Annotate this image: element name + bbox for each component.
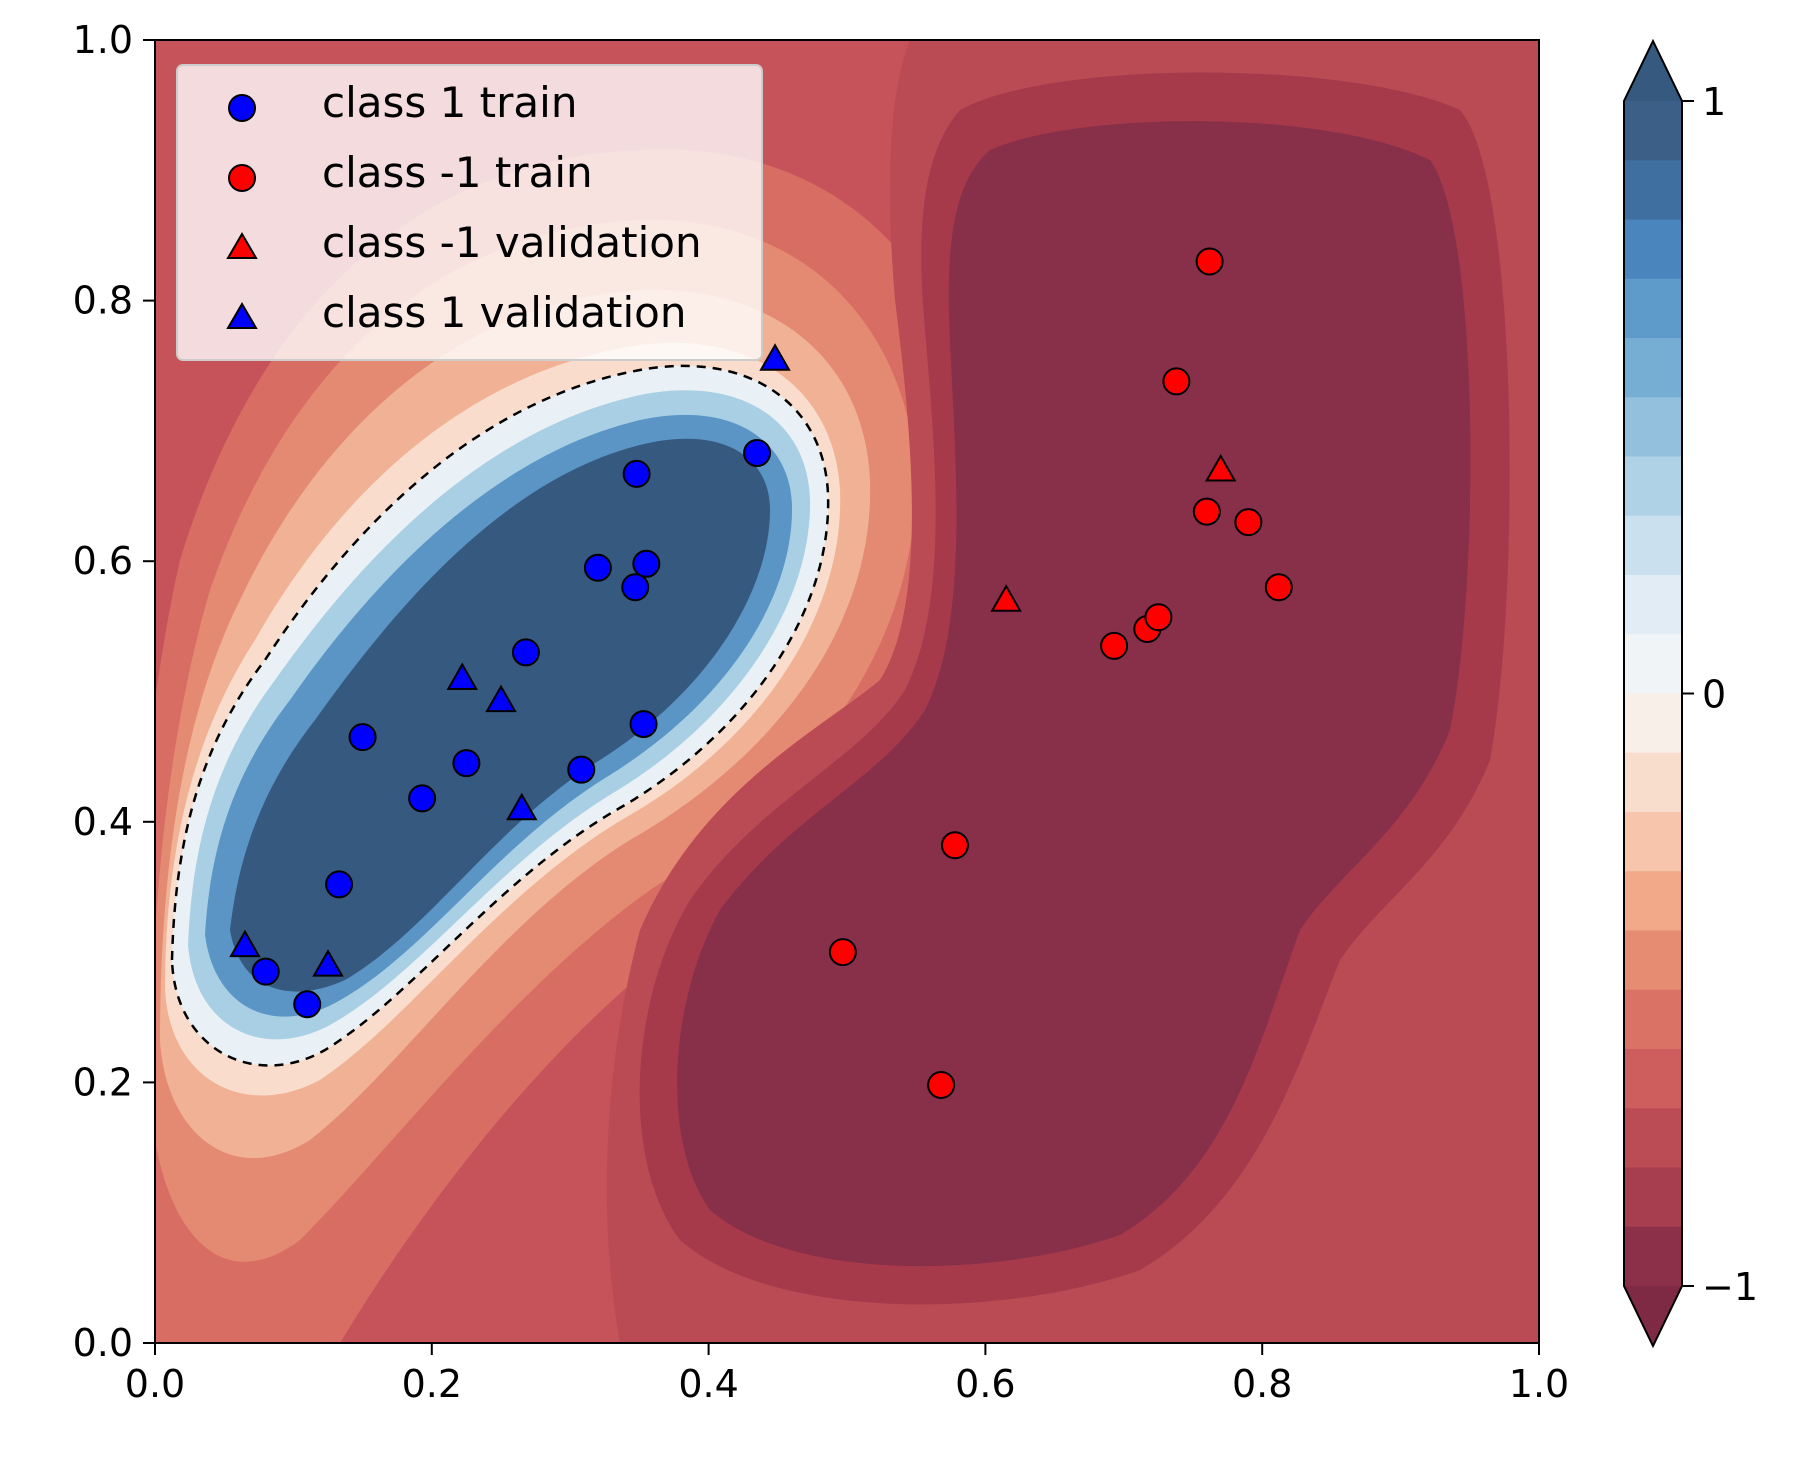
legend-label-class-neg1-train: class -1 train bbox=[322, 148, 593, 197]
legend-entry-class-neg1-validation: class -1 validation bbox=[226, 218, 702, 267]
data-point bbox=[567, 755, 596, 784]
data-point bbox=[743, 439, 772, 468]
colorbar-band bbox=[1624, 930, 1682, 991]
data-point bbox=[1144, 603, 1173, 632]
colorbar-band bbox=[1624, 456, 1682, 517]
colorbar-extend-top bbox=[1624, 41, 1682, 101]
colorbar-extend-bottom bbox=[1624, 1286, 1682, 1346]
legend-entry-class-1-validation: class 1 validation bbox=[226, 288, 686, 337]
colorbar: 1 0 −1 bbox=[1623, 38, 1758, 1349]
data-point bbox=[621, 573, 650, 602]
data-point bbox=[632, 549, 661, 578]
colorbar-band bbox=[1624, 338, 1682, 398]
data-point bbox=[1100, 631, 1129, 660]
data-point bbox=[251, 957, 280, 986]
colorbar-band bbox=[1624, 812, 1682, 872]
colorbar-band bbox=[1624, 278, 1682, 339]
data-point bbox=[1192, 497, 1221, 526]
colorbar-tick-label: −1 bbox=[1702, 1265, 1758, 1309]
y-axis: 0.0 0.2 0.4 0.6 0.8 1.0 bbox=[73, 18, 155, 1365]
points-layer bbox=[229, 247, 1293, 1100]
decision-boundary bbox=[170, 364, 830, 1067]
data-point bbox=[990, 584, 1022, 612]
data-point bbox=[452, 749, 481, 778]
legend-label-class-1-train: class 1 train bbox=[322, 78, 577, 127]
data-point bbox=[1264, 573, 1293, 602]
data-point bbox=[348, 723, 377, 752]
colorbar-tick-label: 0 bbox=[1702, 673, 1726, 717]
colorbar-band bbox=[1624, 693, 1682, 754]
data-point bbox=[1162, 367, 1191, 396]
legend-entry-class-1-train: class 1 train bbox=[228, 78, 577, 127]
legend-marker-class-neg1-validation bbox=[226, 232, 258, 259]
data-point bbox=[511, 638, 540, 667]
legend-label-class-1-validation: class 1 validation bbox=[322, 288, 686, 337]
legend: class 1 train class -1 train class -1 va… bbox=[176, 64, 763, 361]
data-point bbox=[759, 343, 791, 371]
data-point bbox=[312, 949, 344, 977]
colorbar-band bbox=[1624, 634, 1682, 695]
colorbar-band bbox=[1624, 1049, 1682, 1109]
y-tick-label: 0.8 bbox=[73, 279, 133, 323]
y-tick-label: 1.0 bbox=[73, 18, 133, 62]
data-point bbox=[1234, 508, 1263, 537]
colorbar-band bbox=[1624, 1108, 1682, 1169]
plot-frame bbox=[154, 39, 1540, 1344]
colorbar-band bbox=[1624, 219, 1682, 280]
data-point bbox=[1195, 247, 1224, 276]
y-tick-label: 0.4 bbox=[73, 800, 133, 844]
legend-entry-class-neg1-train: class -1 train bbox=[228, 148, 593, 197]
colorbar-band bbox=[1624, 871, 1682, 932]
data-point bbox=[927, 1071, 956, 1100]
data-point bbox=[629, 710, 658, 739]
legend-box bbox=[176, 64, 763, 361]
data-point bbox=[940, 831, 969, 860]
data-point bbox=[622, 459, 651, 488]
colorbar-band bbox=[1624, 575, 1682, 635]
data-point bbox=[325, 870, 354, 899]
colorbar-band bbox=[1624, 1167, 1682, 1228]
legend-marker-class-1-validation bbox=[226, 302, 258, 329]
y-tick-label: 0.6 bbox=[73, 539, 133, 583]
data-point bbox=[828, 938, 857, 967]
red-region-contours bbox=[606, 40, 1539, 1343]
colorbar-band bbox=[1624, 101, 1682, 161]
data-point bbox=[293, 990, 322, 1019]
x-axis: 0.0 0.2 0.4 0.6 0.8 1.0 bbox=[125, 1343, 1569, 1406]
x-tick-label: 0.8 bbox=[1232, 1362, 1292, 1406]
data-point bbox=[229, 929, 261, 958]
data-point bbox=[485, 684, 517, 713]
contour-band bbox=[677, 121, 1471, 1267]
legend-marker-class-1-train bbox=[228, 94, 256, 122]
legend-label-class-neg1-validation: class -1 validation bbox=[322, 218, 702, 267]
x-tick-label: 0.0 bbox=[125, 1362, 185, 1406]
data-point bbox=[408, 784, 437, 813]
legend-marker-class-neg1-train bbox=[228, 164, 256, 192]
data-point bbox=[506, 792, 538, 821]
x-tick-label: 0.6 bbox=[955, 1362, 1015, 1406]
colorbar-band bbox=[1624, 515, 1682, 576]
data-point bbox=[583, 553, 612, 582]
x-tick-label: 0.2 bbox=[402, 1362, 462, 1406]
colorbar-band bbox=[1624, 160, 1682, 221]
y-tick-label: 0.0 bbox=[73, 1321, 133, 1365]
colorbar-tick-label: 1 bbox=[1702, 80, 1726, 124]
colorbar-band bbox=[1624, 397, 1682, 458]
y-tick-label: 0.2 bbox=[73, 1060, 133, 1104]
x-tick-label: 0.4 bbox=[678, 1362, 738, 1406]
data-point bbox=[1204, 453, 1237, 482]
colorbar-band bbox=[1624, 752, 1682, 813]
colorbar-band bbox=[1624, 989, 1682, 1050]
data-point bbox=[446, 662, 478, 690]
colorbar-band bbox=[1624, 1226, 1682, 1287]
x-tick-label: 1.0 bbox=[1509, 1362, 1569, 1406]
